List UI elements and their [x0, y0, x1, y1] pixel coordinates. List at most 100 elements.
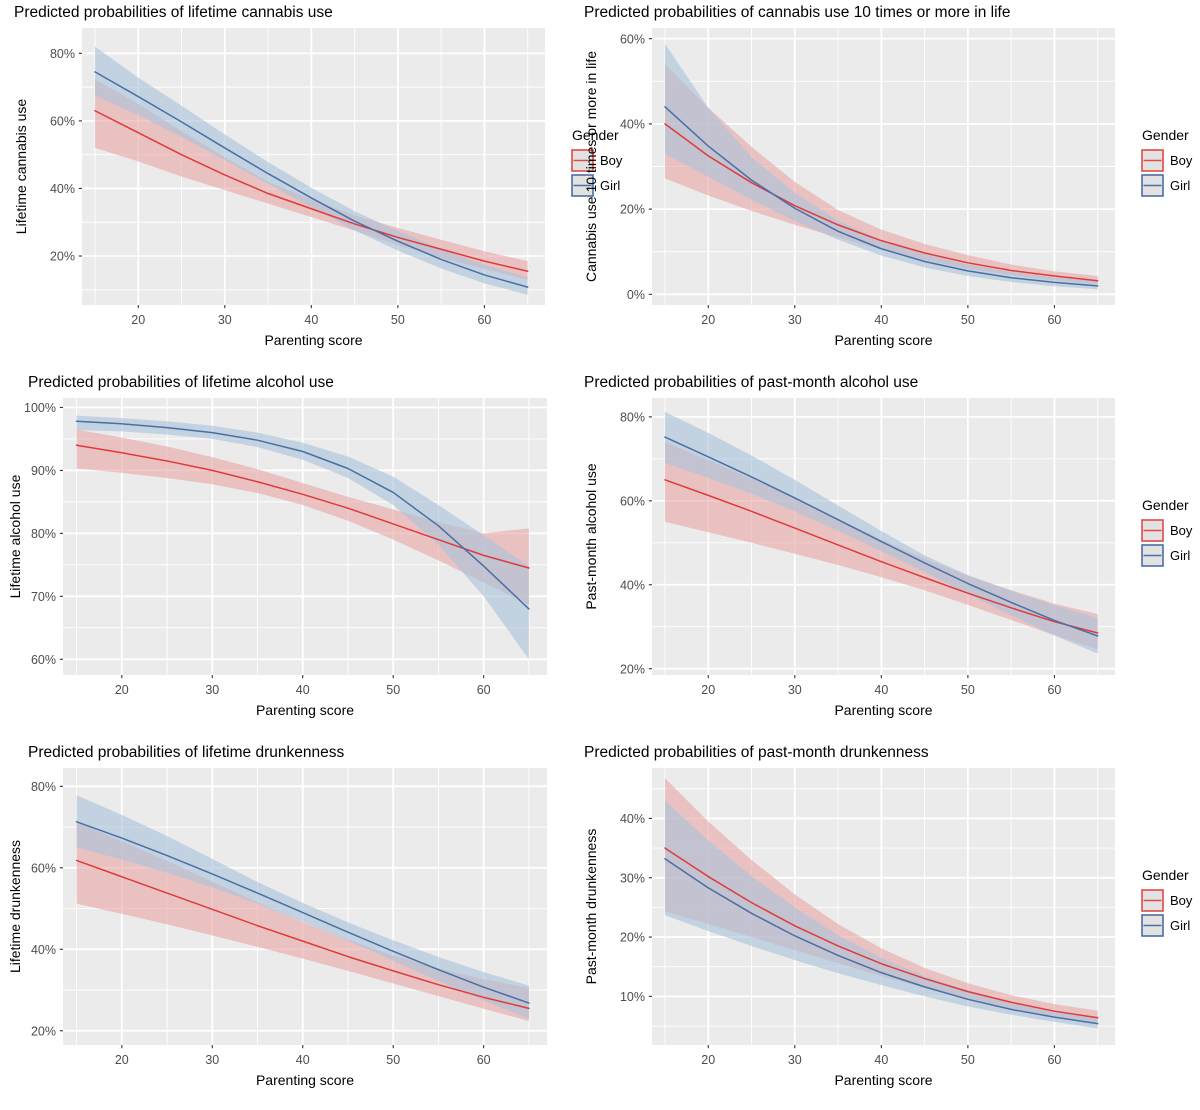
- chart-lifetime-cannabis: 20% 40% 60% 80% 20 30 40 50 60 Parenting score Lif…: [13, 28, 623, 348]
- legend-item-boy[interactable]: Boy: [1141, 149, 1193, 172]
- svg-text:20: 20: [131, 313, 145, 327]
- svg-text:50: 50: [386, 1053, 400, 1067]
- svg-text:50: 50: [961, 313, 975, 327]
- y-axis-label: Lifetime alcohol use: [7, 474, 23, 598]
- svg-text:60: 60: [1047, 683, 1061, 697]
- svg-text:40%: 40%: [31, 943, 56, 957]
- chart-cannabis-10-times: 0% 20% 40% 60% 20 30 40 50 60 Parenting score Cann…: [583, 28, 1193, 348]
- x-axis-label: Parenting score: [834, 1072, 932, 1088]
- confidence-band-girl: [76, 415, 529, 660]
- line-girl: [664, 858, 1099, 1025]
- legend-item-girl[interactable]: Girl: [1141, 914, 1190, 937]
- svg-text:60: 60: [477, 1053, 491, 1067]
- svg-text:80%: 80%: [31, 780, 56, 794]
- chart-title: Predicted probabilities of past-month dr…: [584, 744, 929, 761]
- legend-item-boy[interactable]: Boy: [1141, 889, 1193, 912]
- legend: Gender Boy Girl: [1141, 497, 1193, 567]
- svg-text:60%: 60%: [620, 494, 645, 508]
- svg-text:20%: 20%: [50, 250, 75, 264]
- legend-item-label: Girl: [1170, 178, 1190, 193]
- svg-text:20: 20: [701, 313, 715, 327]
- svg-text:60: 60: [1047, 1053, 1061, 1067]
- legend-item-girl[interactable]: Girl: [571, 174, 620, 197]
- svg-text:40: 40: [296, 1053, 310, 1067]
- y-axis-ticks: 10% 20% 30% 40%: [620, 812, 652, 1004]
- line-boy: [94, 110, 529, 272]
- line-girl: [94, 71, 529, 288]
- legend-item-boy[interactable]: Boy: [571, 149, 623, 172]
- y-axis-ticks: 20% 40% 60% 80%: [31, 780, 63, 1038]
- svg-text:40: 40: [874, 683, 888, 697]
- legend-item-girl[interactable]: Girl: [1141, 544, 1190, 567]
- svg-text:60%: 60%: [620, 32, 645, 46]
- svg-text:40%: 40%: [620, 578, 645, 592]
- svg-text:60: 60: [477, 313, 491, 327]
- legend: Gender Boy Girl: [1141, 127, 1193, 197]
- legend-title: Gender: [572, 127, 619, 143]
- line-girl: [664, 436, 1099, 637]
- confidence-band-girl: [94, 46, 528, 295]
- svg-text:90%: 90%: [31, 464, 56, 478]
- y-axis-label: Past-month alcohol use: [583, 463, 599, 610]
- svg-text:0%: 0%: [627, 288, 645, 302]
- svg-text:60: 60: [1047, 313, 1061, 327]
- svg-text:40: 40: [304, 313, 318, 327]
- svg-text:30: 30: [205, 683, 219, 697]
- svg-text:40%: 40%: [620, 117, 645, 131]
- legend-item-label: Girl: [1170, 548, 1190, 563]
- chart-title: Predicted probabilities of past-month al…: [584, 374, 919, 391]
- svg-text:60%: 60%: [31, 653, 56, 667]
- confidence-band-boy: [94, 79, 528, 280]
- svg-text:100%: 100%: [24, 401, 56, 415]
- x-axis-label: Parenting score: [834, 332, 932, 348]
- chart-past-month-alcohol: 20% 40% 60% 80% 20 30 40 50 60 Parenting score Pas…: [583, 398, 1193, 718]
- svg-text:30: 30: [788, 683, 802, 697]
- facet-past-month-drunkenness: Predicted probabilities of past-month dr…: [570, 740, 1200, 1110]
- svg-text:40: 40: [296, 683, 310, 697]
- y-axis-ticks: 20% 40% 60% 80%: [620, 410, 652, 676]
- svg-text:40%: 40%: [620, 812, 645, 826]
- svg-text:20: 20: [115, 683, 129, 697]
- facet-cannabis-10-times: Predicted probabilities of cannabis use …: [570, 0, 1200, 370]
- line-girl: [75, 821, 530, 1004]
- x-axis-label: Parenting score: [834, 702, 932, 718]
- svg-text:80%: 80%: [50, 47, 75, 61]
- x-axis-label: Parenting score: [264, 332, 362, 348]
- facet-lifetime-alcohol: Predicted probabilities of lifetime alco…: [0, 370, 570, 740]
- chart-title: Predicted probabilities of lifetime alco…: [28, 374, 334, 391]
- facet-past-month-alcohol: Predicted probabilities of past-month al…: [570, 370, 1200, 740]
- svg-text:40%: 40%: [50, 182, 75, 196]
- svg-text:60%: 60%: [31, 861, 56, 875]
- legend-item-label: Boy: [1170, 153, 1193, 168]
- x-axis-label: Parenting score: [256, 702, 354, 718]
- y-axis-ticks: 0% 20% 40% 60%: [620, 32, 652, 302]
- y-axis-ticks: 20% 40% 60% 80%: [50, 47, 82, 264]
- legend-item-label: Girl: [600, 178, 620, 193]
- svg-text:20%: 20%: [620, 662, 645, 676]
- svg-text:30: 30: [218, 313, 232, 327]
- svg-text:80%: 80%: [31, 527, 56, 541]
- legend-item-boy[interactable]: Boy: [1141, 519, 1193, 542]
- y-axis-label: Lifetime drunkenness: [7, 840, 23, 973]
- legend-title: Gender: [1142, 127, 1189, 143]
- facet-lifetime-cannabis: Predicted probabilities of lifetime cann…: [0, 0, 623, 370]
- svg-text:20: 20: [701, 1053, 715, 1067]
- x-axis-label: Parenting score: [256, 1072, 354, 1088]
- svg-text:20%: 20%: [620, 203, 645, 217]
- confidence-band-girl: [664, 43, 1098, 290]
- y-axis-label: Past-month drunkenness: [583, 829, 599, 985]
- y-axis-label: Cannabis use 10 times or more in life: [583, 51, 599, 282]
- line-girl: [664, 106, 1099, 287]
- legend-item-girl[interactable]: Girl: [1141, 174, 1190, 197]
- svg-text:20%: 20%: [31, 1024, 56, 1038]
- legend-title: Gender: [1142, 867, 1189, 883]
- line-boy: [75, 444, 530, 569]
- legend-item-label: Girl: [1170, 918, 1190, 933]
- chart-title: Predicted probabilities of lifetime cann…: [14, 4, 333, 21]
- line-boy: [75, 859, 530, 1010]
- svg-text:50: 50: [391, 313, 405, 327]
- chart-title: Predicted probabilities of lifetime drun…: [28, 744, 345, 761]
- svg-text:20: 20: [701, 683, 715, 697]
- svg-text:50: 50: [961, 1053, 975, 1067]
